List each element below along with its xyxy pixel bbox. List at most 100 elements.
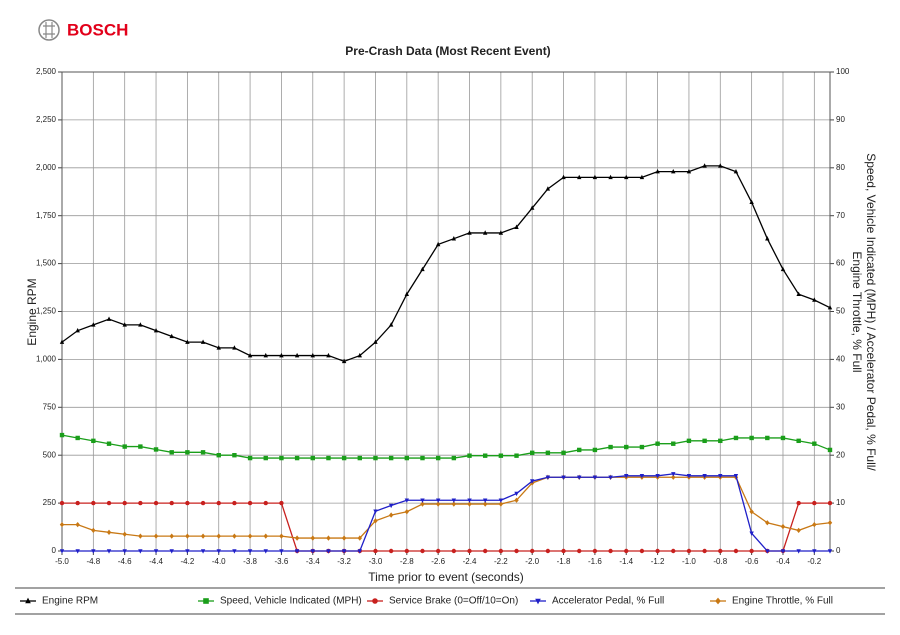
marker (577, 548, 582, 554)
marker (608, 548, 613, 554)
marker (216, 453, 221, 458)
marker (373, 509, 378, 514)
marker (498, 453, 504, 458)
marker (294, 549, 300, 554)
marker (624, 444, 629, 450)
marker (294, 455, 300, 461)
marker (200, 533, 206, 539)
marker (357, 535, 362, 541)
marker (263, 533, 268, 539)
y2-axis-title: Engine Throttle, % Full (850, 251, 864, 372)
marker (482, 501, 488, 507)
marker (827, 500, 833, 506)
series-line (61, 434, 831, 459)
marker (75, 549, 80, 554)
marker (435, 548, 441, 554)
marker (718, 474, 723, 479)
x-tick-label: -4.8 (86, 557, 100, 566)
marker (404, 509, 410, 515)
marker (702, 163, 707, 168)
marker (545, 548, 551, 554)
marker (388, 503, 394, 509)
marker (153, 328, 159, 333)
marker (467, 548, 472, 554)
marker (561, 174, 566, 180)
marker (279, 533, 284, 539)
marker (341, 535, 347, 541)
marker (655, 441, 660, 446)
marker (203, 598, 209, 604)
marker (138, 444, 143, 449)
marker (655, 168, 660, 174)
marker (545, 186, 551, 191)
marker (639, 444, 645, 450)
y-tick-label: 1,750 (36, 211, 57, 220)
marker (59, 432, 65, 438)
marker (733, 168, 739, 174)
x-tick-label: -1.2 (651, 557, 665, 566)
series-line (62, 502, 830, 552)
plot-area: 02505007501,0001,2501,5001,7502,0002,250… (36, 67, 850, 566)
x-tick-label: -3.4 (306, 557, 320, 566)
marker (106, 316, 112, 321)
marker (451, 498, 457, 503)
marker (357, 455, 362, 461)
marker (232, 345, 237, 350)
marker (812, 297, 817, 302)
marker (498, 230, 504, 235)
marker (122, 531, 127, 537)
marker (279, 549, 284, 554)
x-tick-label: -0.6 (745, 557, 759, 566)
y-tick-label: 750 (43, 402, 57, 411)
marker (404, 548, 410, 554)
marker (247, 352, 253, 358)
marker (467, 501, 472, 507)
chart-title: Pre-Crash Data (Most Recent Event) (345, 44, 550, 58)
marker (577, 475, 582, 480)
marker (75, 328, 80, 333)
marker (326, 455, 331, 461)
marker (765, 549, 770, 554)
marker (639, 474, 645, 479)
marker (639, 174, 645, 180)
marker (624, 548, 629, 554)
series-line (61, 165, 831, 363)
marker (310, 549, 315, 554)
marker (388, 322, 394, 327)
marker (326, 535, 331, 541)
marker (514, 224, 519, 229)
marker (702, 548, 707, 554)
x-tick-label: -0.4 (776, 557, 790, 566)
marker (373, 548, 378, 554)
x-tick-label: -4.0 (212, 557, 226, 566)
marker (263, 455, 268, 461)
legend-label: Engine Throttle, % Full (732, 596, 833, 607)
marker (420, 498, 425, 503)
marker (185, 450, 190, 455)
marker (749, 435, 754, 441)
marker (702, 438, 707, 444)
marker (263, 500, 268, 506)
marker (232, 453, 237, 458)
y-tick-label: 1,000 (36, 355, 57, 364)
marker (388, 512, 394, 518)
marker (232, 533, 237, 539)
x-tick-label: -2.8 (400, 557, 414, 566)
marker (310, 455, 315, 461)
marker (749, 509, 754, 515)
brand: BOSCH (67, 20, 128, 39)
marker (608, 444, 613, 450)
marker (200, 450, 206, 455)
marker (153, 500, 159, 506)
marker (733, 474, 739, 479)
marker (530, 479, 535, 484)
marker (153, 549, 159, 554)
marker (514, 491, 519, 497)
marker (326, 352, 331, 358)
marker (232, 549, 237, 554)
marker (535, 598, 541, 605)
marker (765, 435, 770, 441)
y-tick-label: 2,000 (36, 163, 57, 172)
marker (796, 549, 801, 554)
marker (451, 548, 457, 554)
